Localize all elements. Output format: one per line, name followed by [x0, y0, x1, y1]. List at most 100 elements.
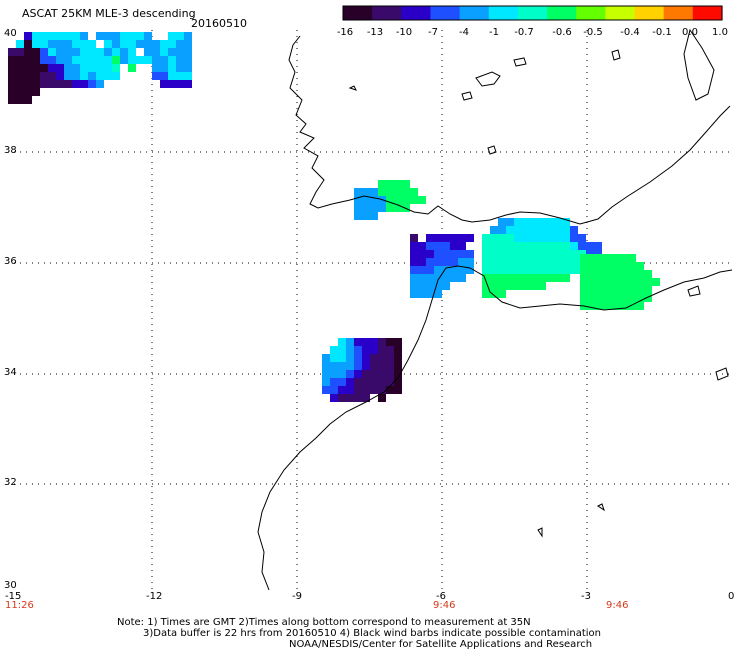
data-cell	[596, 286, 604, 294]
data-cell	[434, 274, 442, 282]
data-cell	[386, 386, 394, 394]
data-cell	[580, 278, 588, 286]
data-cell	[394, 354, 402, 362]
data-cell	[104, 56, 112, 64]
data-cell	[386, 188, 394, 196]
data-cell	[136, 56, 144, 64]
data-cell	[112, 72, 120, 80]
data-cell	[490, 234, 498, 242]
data-cell	[546, 218, 554, 226]
data-cell	[370, 346, 378, 354]
data-cell	[514, 226, 522, 234]
data-cell	[168, 32, 176, 40]
lat-label-34: 34	[4, 367, 17, 378]
data-cell	[620, 278, 628, 286]
data-cell	[498, 266, 506, 274]
data-cell	[636, 270, 644, 278]
data-cell	[490, 226, 498, 234]
note-line-3: NOAA/NESDIS/Center for Satellite Applica…	[289, 639, 593, 650]
data-cell	[386, 180, 394, 188]
data-cell	[112, 32, 120, 40]
data-cell	[330, 386, 338, 394]
data-cell	[88, 40, 96, 48]
data-cell	[152, 56, 160, 64]
data-cell	[450, 250, 458, 258]
data-cell	[652, 278, 660, 286]
data-cell	[578, 242, 586, 250]
data-cell	[8, 48, 16, 56]
data-cell	[48, 32, 56, 40]
data-cell	[24, 80, 32, 88]
data-cell	[426, 242, 434, 250]
data-cell	[482, 250, 490, 258]
data-cell	[410, 196, 418, 204]
data-cell	[636, 302, 644, 310]
data-cell	[410, 234, 418, 242]
data-cell	[346, 386, 354, 394]
data-cell	[442, 242, 450, 250]
data-cell	[362, 338, 370, 346]
data-cell	[96, 64, 104, 72]
data-cell	[410, 282, 418, 290]
data-cell	[112, 48, 120, 56]
colorbar-swatch	[401, 6, 432, 20]
data-cell	[24, 40, 32, 48]
colorbar-swatch	[692, 6, 723, 20]
data-cell	[522, 258, 530, 266]
data-cell	[410, 266, 418, 274]
data-cell	[168, 40, 176, 48]
data-cell	[506, 242, 514, 250]
data-cell	[418, 274, 426, 282]
data-cell	[330, 362, 338, 370]
data-cell	[426, 266, 434, 274]
data-cell	[450, 242, 458, 250]
data-cell	[152, 72, 160, 80]
data-cell	[184, 32, 192, 40]
data-cell	[644, 270, 652, 278]
data-cell	[546, 258, 554, 266]
data-cell	[580, 270, 588, 278]
data-cell	[80, 64, 88, 72]
data-cell	[522, 218, 530, 226]
data-cell	[570, 250, 578, 258]
data-cell	[562, 266, 570, 274]
data-cell	[362, 362, 370, 370]
colorbar-frame	[342, 5, 723, 21]
data-cell	[538, 250, 546, 258]
data-cell	[482, 266, 490, 274]
data-cell	[346, 338, 354, 346]
data-cell	[96, 80, 104, 88]
data-cell	[104, 48, 112, 56]
data-cell	[554, 242, 562, 250]
data-cell	[16, 72, 24, 80]
data-cell	[490, 242, 498, 250]
data-cell	[386, 338, 394, 346]
data-cell	[588, 262, 596, 270]
data-cell	[514, 274, 522, 282]
data-cell	[482, 290, 490, 298]
data-cell	[152, 48, 160, 56]
data-cell	[338, 378, 346, 386]
data-cell	[612, 262, 620, 270]
data-cell	[8, 56, 16, 64]
data-cell	[394, 180, 402, 188]
data-cell	[498, 282, 506, 290]
data-cell	[8, 88, 16, 96]
data-cell	[538, 258, 546, 266]
data-cell	[24, 32, 32, 40]
data-cell	[604, 294, 612, 302]
data-cell	[144, 40, 152, 48]
lon-label-3: -3	[581, 591, 591, 602]
data-cell	[112, 40, 120, 48]
data-cell	[434, 234, 442, 242]
data-cell	[338, 394, 346, 402]
data-cell	[40, 72, 48, 80]
data-cell	[596, 294, 604, 302]
data-cell	[554, 274, 562, 282]
data-cell	[64, 48, 72, 56]
note-line-2: 3)Data buffer is 22 hrs from 20160510 4)…	[143, 628, 601, 639]
data-cell	[402, 180, 410, 188]
data-cell	[370, 188, 378, 196]
island-north	[611, 49, 621, 61]
data-cell	[402, 188, 410, 196]
